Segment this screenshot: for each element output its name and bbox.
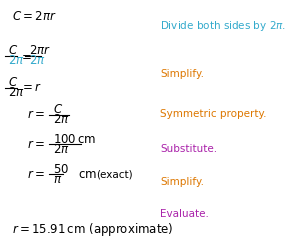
Text: $C$: $C$ xyxy=(8,44,18,57)
Text: $50$: $50$ xyxy=(53,163,70,176)
Text: $= r$: $= r$ xyxy=(20,81,42,94)
Text: $2\pi$: $2\pi$ xyxy=(8,86,24,99)
Text: $C$: $C$ xyxy=(8,76,18,89)
Text: Simplify.: Simplify. xyxy=(160,177,204,186)
Text: Evaluate.: Evaluate. xyxy=(160,209,209,219)
Text: Substitute.: Substitute. xyxy=(160,144,217,154)
Text: $100\,\mathrm{cm}$: $100\,\mathrm{cm}$ xyxy=(53,133,97,146)
Text: $r =$: $r =$ xyxy=(27,138,45,151)
Text: $r =$: $r =$ xyxy=(27,108,45,121)
Text: $C$: $C$ xyxy=(53,103,63,116)
Text: $2\pi$: $2\pi$ xyxy=(29,54,46,67)
Text: Divide both sides by $2\pi$.: Divide both sides by $2\pi$. xyxy=(160,19,286,33)
Text: $2\pi$: $2\pi$ xyxy=(53,143,70,156)
Text: Simplify.: Simplify. xyxy=(160,69,204,79)
Text: $=$: $=$ xyxy=(19,49,32,62)
Text: $r = 15.91\,\mathrm{cm}$ (approximate): $r = 15.91\,\mathrm{cm}$ (approximate) xyxy=(12,221,174,238)
Text: $\pi$: $\pi$ xyxy=(53,173,63,185)
Text: $r =$: $r =$ xyxy=(27,168,45,181)
Text: $2\pi$: $2\pi$ xyxy=(8,54,24,67)
Text: $C = 2\pi r$: $C = 2\pi r$ xyxy=(12,10,57,22)
Text: $2\pi$: $2\pi$ xyxy=(53,113,70,126)
Text: (exact): (exact) xyxy=(96,169,133,179)
Text: $\mathrm{cm}$: $\mathrm{cm}$ xyxy=(78,168,97,181)
Text: Symmetric property.: Symmetric property. xyxy=(160,109,267,119)
Text: $2\pi r$: $2\pi r$ xyxy=(29,44,51,57)
